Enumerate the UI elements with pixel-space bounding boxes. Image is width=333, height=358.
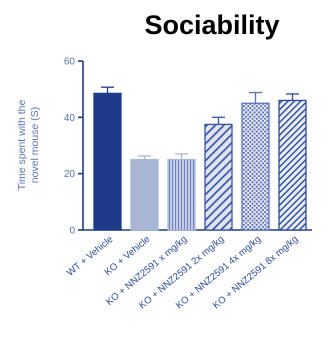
bar <box>167 158 196 231</box>
bars <box>93 86 307 231</box>
bar <box>93 92 122 231</box>
chart-title: Sociability <box>144 10 279 40</box>
y-tick-label: 60 <box>64 57 76 68</box>
bar <box>278 99 307 231</box>
y-tick-label: 20 <box>64 169 76 180</box>
y-tick-label: 40 <box>64 113 76 124</box>
bar <box>130 158 159 231</box>
y-axis-label: Time spent with the novel mouse (S) <box>16 100 41 191</box>
bar <box>204 123 233 231</box>
bar <box>241 102 270 231</box>
y-tick-label: 0 <box>69 226 75 237</box>
y-axis-label-line-2: novel mouse (S) <box>29 107 41 183</box>
y-axis-label-line-1: Time spent with the <box>16 100 28 191</box>
